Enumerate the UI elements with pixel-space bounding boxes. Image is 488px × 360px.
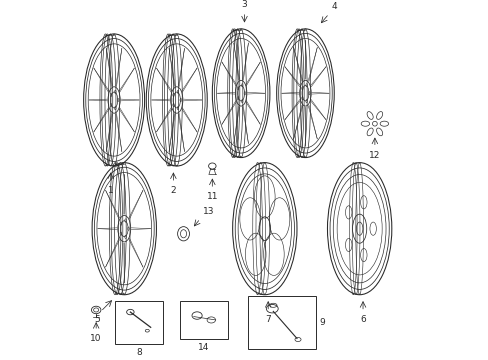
Text: 12: 12 [368,150,380,159]
Text: 9: 9 [319,318,325,327]
Text: 3: 3 [241,0,247,9]
Text: 10: 10 [90,334,102,343]
Text: 2: 2 [170,186,176,195]
Text: 11: 11 [206,193,218,202]
Text: 14: 14 [198,343,209,352]
Text: 6: 6 [360,315,365,324]
Text: 8: 8 [136,348,142,357]
Text: 4: 4 [331,2,337,11]
Text: 1: 1 [108,186,113,195]
Text: 13: 13 [202,207,214,216]
Text: 5: 5 [94,315,100,324]
Text: 7: 7 [265,315,270,324]
